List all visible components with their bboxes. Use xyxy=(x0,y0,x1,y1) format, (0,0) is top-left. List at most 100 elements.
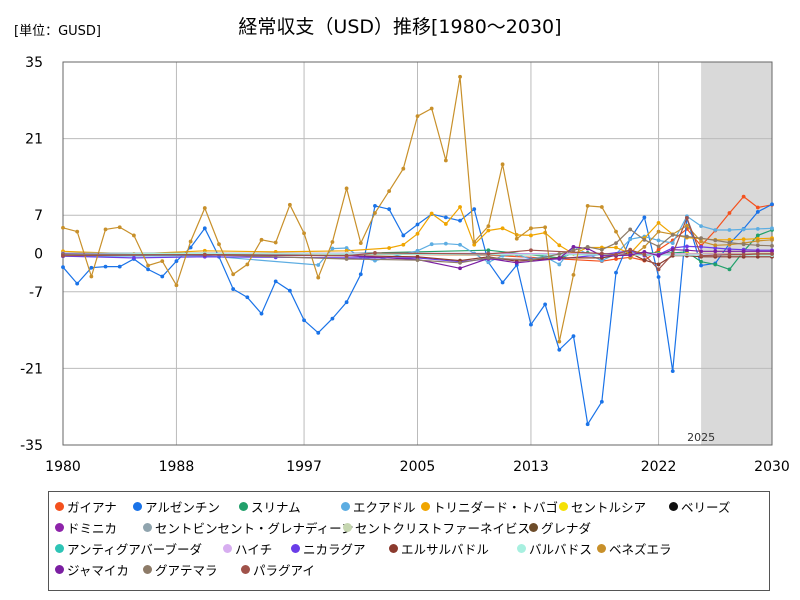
data-point xyxy=(642,258,647,262)
legend-label: パラグアイ xyxy=(253,563,315,578)
data-point xyxy=(89,274,94,279)
legend-item: セントビンセント・グレナディーン xyxy=(143,518,354,537)
legend-item: ニカラグア xyxy=(291,539,366,558)
chart-legend: ガイアナ アルゼンチン スリナム エクアドル トリニダード・トバゴ セントルシア ベリーズド… xyxy=(48,491,770,591)
data-point xyxy=(571,248,576,253)
data-point xyxy=(401,233,406,238)
data-point xyxy=(472,207,477,212)
data-point xyxy=(529,248,533,253)
data-point xyxy=(685,234,689,239)
data-point xyxy=(713,253,718,258)
data-point xyxy=(642,249,647,254)
data-point xyxy=(656,244,661,249)
x-tick-label: 2030 xyxy=(754,459,790,475)
data-point xyxy=(132,233,136,238)
legend-label: バルバドス xyxy=(529,542,592,557)
data-point xyxy=(89,265,94,270)
legend-marker xyxy=(341,502,350,511)
data-point xyxy=(231,287,236,291)
data-point xyxy=(316,275,321,280)
legend-label: ハイチ xyxy=(235,542,273,557)
chart-title: 経常収支（USD）推移[1980～2030] xyxy=(238,16,562,38)
legend-item: エクアドル xyxy=(341,497,416,516)
data-point xyxy=(755,252,760,256)
data-point xyxy=(614,229,618,234)
legend-marker xyxy=(343,523,352,532)
data-point xyxy=(670,232,675,237)
legend-label: エクアドル xyxy=(353,500,416,515)
data-point xyxy=(273,240,278,245)
legend-item: バルバドス xyxy=(517,539,592,558)
data-point xyxy=(344,253,349,258)
data-point xyxy=(429,242,434,247)
legend-marker xyxy=(223,544,232,553)
legend-marker xyxy=(291,544,300,553)
data-point xyxy=(472,240,477,244)
data-point xyxy=(585,422,590,427)
data-point xyxy=(656,253,661,258)
legend-label: アンティグアバーブーダ xyxy=(67,542,203,557)
legend-item: ベネズエラ xyxy=(597,539,672,558)
data-point xyxy=(415,114,420,119)
data-point xyxy=(75,281,80,286)
data-point xyxy=(571,334,576,339)
data-point xyxy=(599,247,604,252)
data-point xyxy=(656,247,661,252)
data-point xyxy=(443,222,448,226)
data-point xyxy=(202,206,207,210)
data-point xyxy=(344,248,349,253)
data-point xyxy=(713,228,718,232)
data-point xyxy=(287,202,292,207)
legend-item: ハイチ xyxy=(223,539,272,558)
data-point xyxy=(685,248,689,253)
x-tick-label: 1997 xyxy=(286,459,322,475)
legend-item: アルゼンチン xyxy=(133,497,220,516)
data-point xyxy=(727,267,732,272)
data-point xyxy=(670,252,675,256)
data-point xyxy=(755,254,760,259)
data-point xyxy=(741,194,746,199)
data-point xyxy=(755,249,760,254)
x-tick-label: 2022 xyxy=(641,459,677,475)
data-point xyxy=(75,229,80,234)
legend-label: ジャマイカ xyxy=(67,563,129,578)
data-point xyxy=(699,245,703,249)
data-point xyxy=(656,267,661,272)
data-point xyxy=(458,74,462,79)
data-point xyxy=(387,189,392,194)
data-point xyxy=(231,272,236,277)
data-point xyxy=(628,237,633,242)
data-point xyxy=(685,216,689,220)
data-point xyxy=(202,226,207,231)
data-point xyxy=(571,272,576,277)
data-point xyxy=(599,258,604,263)
data-point xyxy=(628,255,633,260)
data-point xyxy=(443,158,448,163)
data-point xyxy=(387,246,392,250)
data-point xyxy=(529,258,533,262)
data-point xyxy=(699,236,703,241)
data-point xyxy=(599,251,604,256)
legend-item: ベリーズ xyxy=(669,497,730,516)
data-point xyxy=(443,215,448,220)
legend-marker xyxy=(241,565,250,574)
legend-marker xyxy=(55,502,64,511)
data-point xyxy=(557,256,562,261)
data-point xyxy=(642,252,647,257)
data-point xyxy=(614,241,618,246)
legend-marker xyxy=(55,544,64,553)
legend-marker xyxy=(143,565,152,574)
data-point xyxy=(373,211,377,215)
legend-label: セントクリストファーネイビス xyxy=(355,521,531,536)
data-point xyxy=(557,252,562,256)
data-point xyxy=(486,260,491,265)
data-point xyxy=(415,222,420,227)
data-point xyxy=(273,279,278,284)
data-point xyxy=(472,242,477,247)
data-point xyxy=(713,246,718,250)
data-point xyxy=(486,228,491,233)
data-point xyxy=(557,262,562,267)
data-point xyxy=(557,243,562,248)
data-point xyxy=(401,166,406,171)
data-point xyxy=(202,252,207,257)
